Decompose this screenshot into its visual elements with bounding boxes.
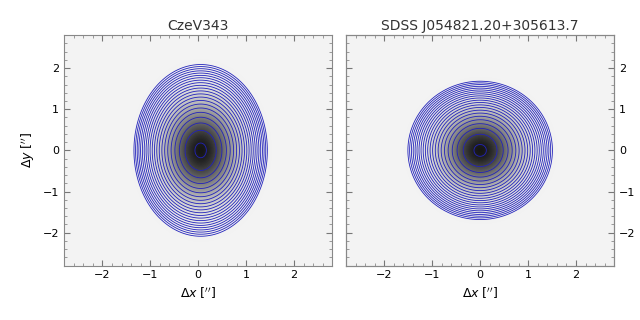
Title: SDSS J054821.20+305613.7: SDSS J054821.20+305613.7 xyxy=(381,19,579,33)
Y-axis label: $\Delta y$ [$^{\prime\prime}$]: $\Delta y$ [$^{\prime\prime}$] xyxy=(20,132,37,168)
X-axis label: $\Delta x$ [$^{\prime\prime}$]: $\Delta x$ [$^{\prime\prime}$] xyxy=(180,286,216,301)
Title: CzeV343: CzeV343 xyxy=(168,19,229,33)
X-axis label: $\Delta x$ [$^{\prime\prime}$]: $\Delta x$ [$^{\prime\prime}$] xyxy=(462,286,498,301)
